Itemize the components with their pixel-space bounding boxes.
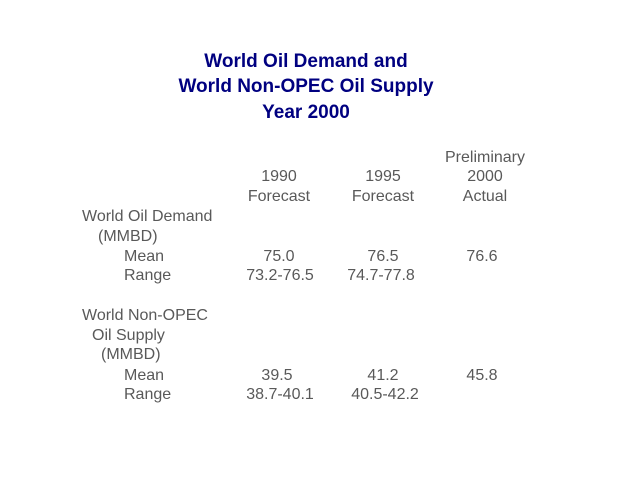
section-demand-unit: (MMBD) xyxy=(98,228,158,245)
title-line-2: World Non-OPEC Oil Supply xyxy=(178,76,434,97)
section-demand-label: World Oil Demand xyxy=(82,208,213,225)
section-supply-label: World Non-OPEC xyxy=(82,307,208,324)
demand-range-1995: 74.7-77.8 xyxy=(347,267,415,284)
supply-range-1995: 40.5-42.2 xyxy=(351,386,419,403)
col3-header-label: Actual xyxy=(462,188,508,205)
col3-header-year: 2000 xyxy=(467,168,503,185)
demand-range-label: Range xyxy=(124,267,172,284)
section-supply-unit: (MMBD) xyxy=(101,346,161,363)
col2-header-year: 1995 xyxy=(365,168,401,185)
supply-mean-2000: 45.8 xyxy=(466,367,498,384)
col1-header-year: 1990 xyxy=(261,168,297,185)
title-line-3: Year 2000 xyxy=(262,102,350,123)
supply-mean-label: Mean xyxy=(124,367,165,384)
supply-mean-1990: 39.5 xyxy=(261,367,293,384)
title-line-1: World Oil Demand and xyxy=(204,51,408,72)
demand-mean-2000: 76.6 xyxy=(466,248,498,265)
demand-mean-1995: 76.5 xyxy=(367,248,399,265)
supply-range-1990: 38.7-40.1 xyxy=(246,386,314,403)
supply-mean-1995: 41.2 xyxy=(367,367,399,384)
col3-header-preliminary: Preliminary xyxy=(444,149,526,166)
section-supply-label-2: Oil Supply xyxy=(92,327,165,344)
demand-range-1990: 73.2-76.5 xyxy=(246,267,314,284)
demand-mean-1990: 75.0 xyxy=(263,248,295,265)
col1-header-label: Forecast xyxy=(247,188,311,205)
demand-mean-label: Mean xyxy=(124,248,165,265)
supply-range-label: Range xyxy=(124,386,172,403)
col2-header-label: Forecast xyxy=(351,188,415,205)
